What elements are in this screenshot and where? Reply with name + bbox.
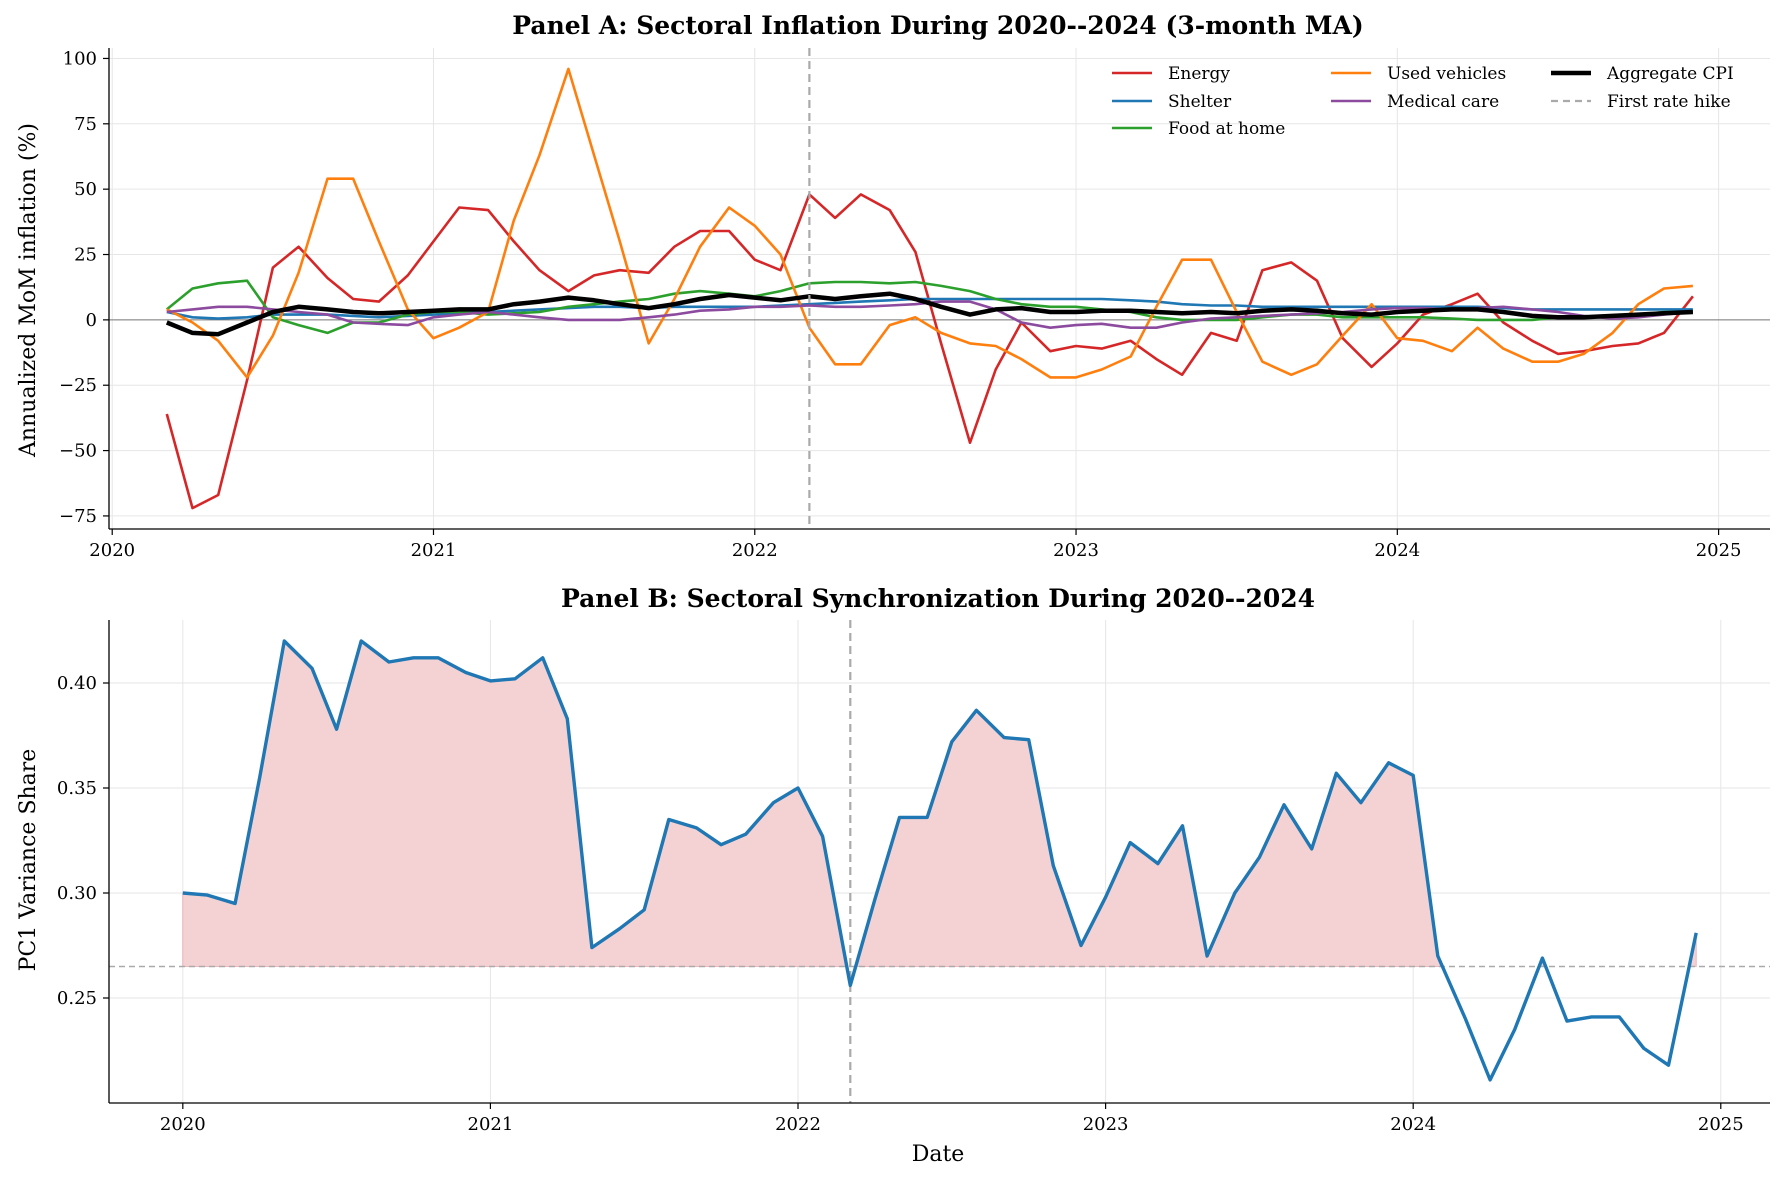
x-tick-label: 2024 [1390,1114,1436,1135]
x-tick-label: 2020 [160,1114,206,1135]
panel-a-y-axis-label: Annualized MoM inflation (%) [16,123,41,458]
y-tick-label: 0.30 [57,883,97,904]
legend-label: Used vehicles [1387,64,1506,84]
legend-label: Medical care [1387,92,1499,112]
y-tick-label: 25 [74,245,97,266]
y-tick-label: 0.25 [57,988,97,1009]
legend-label: First rate hike [1607,92,1731,112]
y-tick-label: −50 [59,441,97,462]
x-tick-label: 2023 [1083,1114,1129,1135]
x-tick-label: 2022 [732,540,778,561]
pc1-variance-share-line [182,639,1698,1082]
legend-label: Shelter [1168,92,1232,112]
legend-label: Energy [1168,64,1230,84]
panel-a-ticks: 2020 2021 2022 2023 2024 2025 100 75 50 25 0 −25 −50… [59,48,1742,561]
x-tick-label: 2021 [411,540,457,561]
y-tick-label: −75 [59,506,97,527]
y-tick-label: 100 [63,48,97,69]
panel-b-y-axis-label: PC1 Variance Share [16,749,41,972]
y-tick-label: 0.40 [57,673,97,694]
panel-b-title: Panel B: Sectoral Synchronization During… [561,584,1315,613]
legend-label: Aggregate CPI [1606,64,1734,84]
x-tick-label: 2023 [1053,540,1099,561]
y-tick-label: 0.35 [57,778,97,799]
x-tick-label: 2025 [1698,1114,1744,1135]
y-tick-label: −25 [59,375,97,396]
x-tick-label: 2021 [468,1114,514,1135]
panel-a: Panel A: Sectoral Inflation During 2020-… [16,11,1770,561]
panel-a-axes [108,48,1770,530]
x-tick-label: 2022 [775,1114,821,1135]
panel-a-title: Panel A: Sectoral Inflation During 2020-… [512,11,1364,40]
panel-a-series [109,48,1770,529]
x-tick-label: 2020 [89,540,135,561]
series-line-used-vehicles [166,67,1694,379]
panel-b-axes [108,620,1770,1104]
panel-b: Panel B: Sectoral Synchronization During… [16,584,1770,1167]
x-tick-label: 2025 [1696,540,1742,561]
panel-b-series [109,620,1770,1103]
legend-label: Food at home [1168,119,1285,139]
y-tick-label: 0 [86,310,97,331]
series-line-aggregate-cpi [165,291,1694,337]
y-tick-label: 50 [74,179,97,200]
y-tick-label: 75 [74,114,97,135]
panel-b-ticks: 2020 2021 2022 2023 2024 2025 0.40 0.35 0.30 0.25 [57,673,1744,1135]
x-tick-label: 2024 [1374,540,1420,561]
panel-a-legend: Energy Shelter Food at home Used vehicles Me… [1112,64,1734,139]
panel-b-x-axis-label: Date [912,1142,965,1167]
series-line-shelter [166,297,1693,320]
